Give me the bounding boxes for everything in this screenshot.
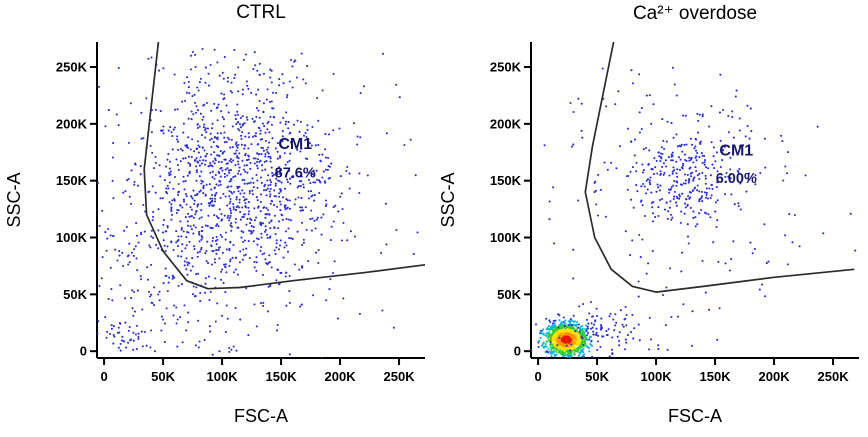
svg-text:200K: 200K	[490, 116, 522, 131]
svg-text:0: 0	[80, 344, 87, 359]
svg-text:250K: 250K	[384, 369, 416, 384]
ca-overdose-scatter-plot: 00 50K 50K 100K 100K 150K 150K 200K 200K 250K 250K…	[490, 42, 859, 384]
panel-ctrl: 0 0 50K 50K 100K 100K 150K 150K 200K 200K 250K 250K…	[4, 2, 425, 426]
svg-text:0: 0	[514, 344, 521, 359]
ctrl-scatter-plot: 00 50K 50K 100K 100K 150K 150K 200K 200K 250K 250K…	[56, 42, 425, 384]
svg-text:200K: 200K	[56, 116, 88, 131]
svg-text:200K: 200K	[759, 369, 791, 384]
x-axis-label: FSC-A	[668, 406, 722, 426]
gate-outline[interactable]	[143, 42, 425, 290]
svg-text:0: 0	[100, 369, 107, 384]
svg-text:50K: 50K	[63, 287, 87, 302]
svg-text:150K: 150K	[56, 173, 88, 188]
svg-text:50K: 50K	[497, 287, 521, 302]
panel-title: CTRL	[236, 2, 286, 23]
tick-labels: 00 50K 50K 100K 100K 150K 150K 200K 200K 250K 250K	[490, 60, 849, 384]
svg-text:150K: 150K	[266, 369, 298, 384]
scatter-points	[97, 47, 419, 358]
svg-text:100K: 100K	[490, 230, 522, 245]
gate-percent-label: 6.00%	[716, 171, 757, 187]
svg-text:100K: 100K	[641, 369, 673, 384]
gate-name-label: CM1	[719, 143, 753, 160]
gate-name-label: CM1	[278, 136, 312, 153]
panel-title: Ca²⁺ overdose	[632, 3, 758, 24]
svg-text:250K: 250K	[56, 60, 88, 75]
y-axis-label: SSC-A	[438, 172, 458, 228]
scatter-points	[531, 66, 857, 358]
x-axis-label: FSC-A	[234, 406, 288, 426]
svg-text:200K: 200K	[325, 369, 357, 384]
gate-outline[interactable]	[584, 42, 855, 293]
gate-percent-label: 87.6%	[275, 165, 316, 181]
axes	[524, 42, 859, 365]
tick-labels: 00 50K 50K 100K 100K 150K 150K 200K 200K 250K 250K	[56, 60, 415, 384]
gate-label-group: CM1 87.6%	[275, 136, 316, 181]
svg-text:250K: 250K	[490, 60, 522, 75]
svg-text:250K: 250K	[818, 369, 850, 384]
panel-ca-overdose: 0 0 50K 50K 100K 100K 150K 150K 200K 200K 250K 250K…	[434, 0, 868, 437]
svg-text:0: 0	[534, 369, 541, 384]
axes	[90, 42, 425, 365]
svg-text:100K: 100K	[207, 369, 239, 384]
svg-text:150K: 150K	[700, 369, 732, 384]
y-axis-label: SSC-A	[4, 172, 24, 228]
svg-text:100K: 100K	[56, 230, 88, 245]
svg-text:150K: 150K	[490, 173, 522, 188]
svg-text:50K: 50K	[585, 369, 609, 384]
gate-label-group: CM1 6.00%	[716, 143, 757, 187]
svg-text:50K: 50K	[151, 369, 175, 384]
